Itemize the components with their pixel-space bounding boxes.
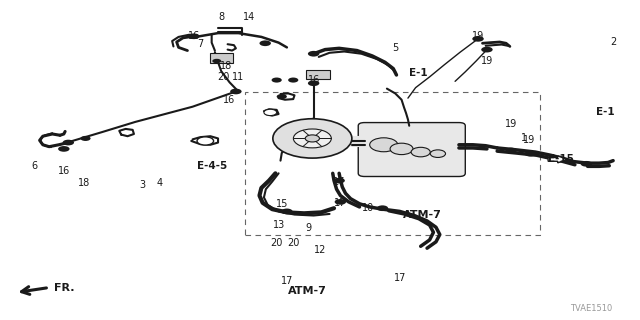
Circle shape xyxy=(333,178,345,183)
Circle shape xyxy=(188,33,200,39)
Text: 20: 20 xyxy=(217,72,229,82)
Text: ATM-7: ATM-7 xyxy=(288,286,326,296)
Circle shape xyxy=(197,137,214,145)
Text: TVAE1510: TVAE1510 xyxy=(570,304,612,313)
Text: 20: 20 xyxy=(271,238,283,248)
Circle shape xyxy=(81,136,91,141)
Circle shape xyxy=(308,51,319,57)
Circle shape xyxy=(472,36,484,42)
Text: 19: 19 xyxy=(472,31,484,41)
Text: E-15: E-15 xyxy=(548,154,574,164)
Text: 17: 17 xyxy=(394,273,406,283)
Text: 16: 16 xyxy=(223,95,235,105)
Circle shape xyxy=(259,40,271,46)
Text: 16: 16 xyxy=(188,31,200,41)
Circle shape xyxy=(430,150,445,157)
Circle shape xyxy=(63,140,74,145)
Text: 16: 16 xyxy=(307,75,320,85)
Text: 5: 5 xyxy=(392,43,398,53)
Text: ATM-7: ATM-7 xyxy=(403,210,442,220)
Text: 18: 18 xyxy=(220,61,232,71)
FancyBboxPatch shape xyxy=(358,123,465,177)
Circle shape xyxy=(481,47,493,52)
Text: FR.: FR. xyxy=(54,284,74,293)
Text: E-1: E-1 xyxy=(596,107,615,117)
Bar xyxy=(245,92,540,235)
Text: 14: 14 xyxy=(243,12,255,22)
Text: 16: 16 xyxy=(58,166,70,176)
Circle shape xyxy=(308,80,319,86)
Circle shape xyxy=(525,151,536,156)
Circle shape xyxy=(281,209,292,214)
FancyArrow shape xyxy=(548,156,567,163)
Text: 15: 15 xyxy=(276,199,288,209)
Circle shape xyxy=(335,199,346,205)
Circle shape xyxy=(580,161,592,167)
Text: 11: 11 xyxy=(232,72,244,82)
Text: 12: 12 xyxy=(314,245,326,255)
Text: 9: 9 xyxy=(305,223,312,233)
Text: 20: 20 xyxy=(287,238,300,248)
Text: 7: 7 xyxy=(197,39,204,49)
Text: 17: 17 xyxy=(334,198,347,208)
Circle shape xyxy=(230,89,242,94)
Circle shape xyxy=(411,147,430,157)
Text: E-4-5: E-4-5 xyxy=(196,161,227,171)
Text: 17: 17 xyxy=(281,276,293,286)
Text: 19: 19 xyxy=(481,56,493,66)
Circle shape xyxy=(212,59,221,63)
Text: E-1: E-1 xyxy=(410,68,428,78)
Circle shape xyxy=(288,77,298,83)
Circle shape xyxy=(370,138,397,152)
Circle shape xyxy=(58,146,70,152)
Text: 6: 6 xyxy=(31,161,38,171)
FancyBboxPatch shape xyxy=(306,70,330,79)
Circle shape xyxy=(271,77,282,83)
Circle shape xyxy=(276,94,287,99)
Text: 8: 8 xyxy=(218,12,224,22)
Text: 3: 3 xyxy=(140,180,146,190)
Text: 1: 1 xyxy=(521,133,527,143)
Circle shape xyxy=(377,205,388,211)
Text: 19: 19 xyxy=(505,119,517,130)
Circle shape xyxy=(293,129,332,148)
Text: 19: 19 xyxy=(523,135,535,145)
Text: 18: 18 xyxy=(78,178,90,188)
Text: 17: 17 xyxy=(333,177,346,187)
Circle shape xyxy=(264,109,276,116)
Circle shape xyxy=(305,135,319,142)
Text: 4: 4 xyxy=(156,178,163,188)
Text: 2: 2 xyxy=(610,37,616,47)
Circle shape xyxy=(390,143,413,155)
Bar xyxy=(210,53,233,63)
Circle shape xyxy=(506,148,517,153)
Circle shape xyxy=(273,119,352,158)
Text: 13: 13 xyxy=(273,220,285,230)
Text: 10: 10 xyxy=(362,203,374,212)
